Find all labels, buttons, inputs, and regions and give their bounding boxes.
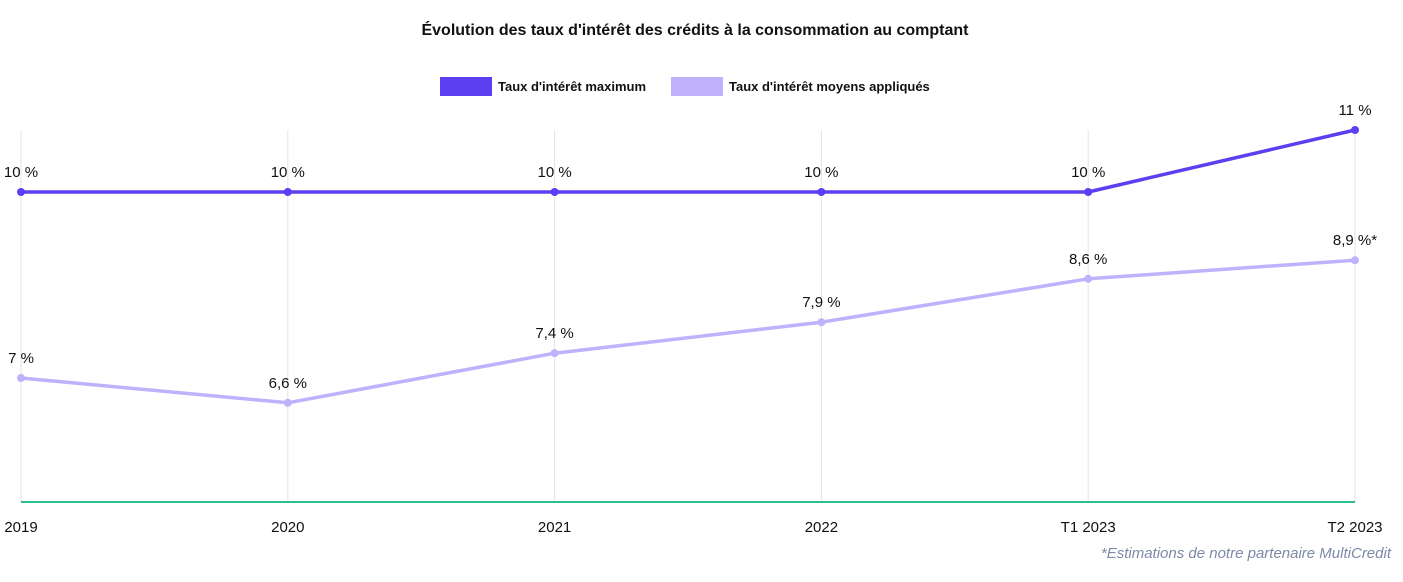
series-layer: 10 % 10 % 10 % 10 % 10 % 11 % 7 % 6,6 % 7,4 % 7,9… bbox=[4, 102, 1377, 407]
data-label: 8,6 % bbox=[1069, 251, 1107, 268]
data-point bbox=[1351, 256, 1359, 265]
data-point bbox=[17, 374, 25, 382]
data-label: 7 % bbox=[8, 350, 34, 367]
gridlines bbox=[20, 130, 1356, 503]
data-point bbox=[17, 188, 25, 196]
legend-label: Taux d'intérêt maximum bbox=[498, 79, 646, 94]
data-label: 10 % bbox=[804, 164, 838, 181]
data-point bbox=[550, 349, 559, 358]
series: 10 % 10 % 10 % 10 % 10 % 11 % bbox=[4, 102, 1372, 196]
data-point bbox=[817, 318, 826, 327]
data-point bbox=[1084, 274, 1093, 283]
legend-swatch bbox=[440, 77, 492, 96]
data-point bbox=[817, 188, 826, 196]
data-point bbox=[1084, 188, 1093, 196]
data-label: 10 % bbox=[1071, 164, 1105, 181]
data-label: 10 % bbox=[271, 164, 305, 181]
legend-item: Taux d'intérêt maximum bbox=[440, 77, 646, 96]
x-tick-label: T1 2023 bbox=[1061, 519, 1116, 536]
series-line bbox=[20, 258, 1356, 405]
data-label: 7,9 % bbox=[802, 294, 840, 311]
data-label: 6,6 % bbox=[269, 375, 307, 392]
x-tick-label: 2020 bbox=[271, 519, 304, 536]
x-tick-label: 2021 bbox=[538, 519, 571, 536]
footnote: *Estimations de notre partenaire MultiCr… bbox=[1100, 545, 1391, 562]
data-point bbox=[1351, 126, 1359, 134]
data-point bbox=[283, 398, 292, 407]
legend-label: Taux d'intérêt moyens appliqués bbox=[729, 79, 930, 94]
legend-item: Taux d'intérêt moyens appliqués bbox=[671, 77, 930, 96]
data-label: 10 % bbox=[537, 164, 571, 181]
data-label: 11 % bbox=[1338, 102, 1371, 119]
data-label: 10 % bbox=[4, 164, 38, 181]
data-point bbox=[550, 188, 559, 196]
data-label: 8,9 %* bbox=[1333, 232, 1377, 249]
series: 7 % 6,6 % 7,4 % 7,9 % 8,6 % 8,9 %* bbox=[8, 232, 1377, 407]
x-axis: 2019 2020 2021 2022 T1 2023 T2 2023 bbox=[4, 519, 1382, 536]
data-point bbox=[283, 188, 292, 196]
legend-swatch bbox=[671, 77, 723, 96]
legend: Taux d'intérêt maximum Taux d'intérêt moy… bbox=[440, 77, 930, 96]
x-tick-label: 2019 bbox=[4, 519, 37, 536]
data-label: 7,4 % bbox=[535, 325, 573, 342]
chart-title: Évolution des taux d'intérêt des crédits… bbox=[421, 22, 969, 39]
series-line bbox=[21, 128, 1356, 194]
x-tick-label: T2 2023 bbox=[1327, 519, 1382, 536]
x-tick-label: 2022 bbox=[805, 519, 838, 536]
